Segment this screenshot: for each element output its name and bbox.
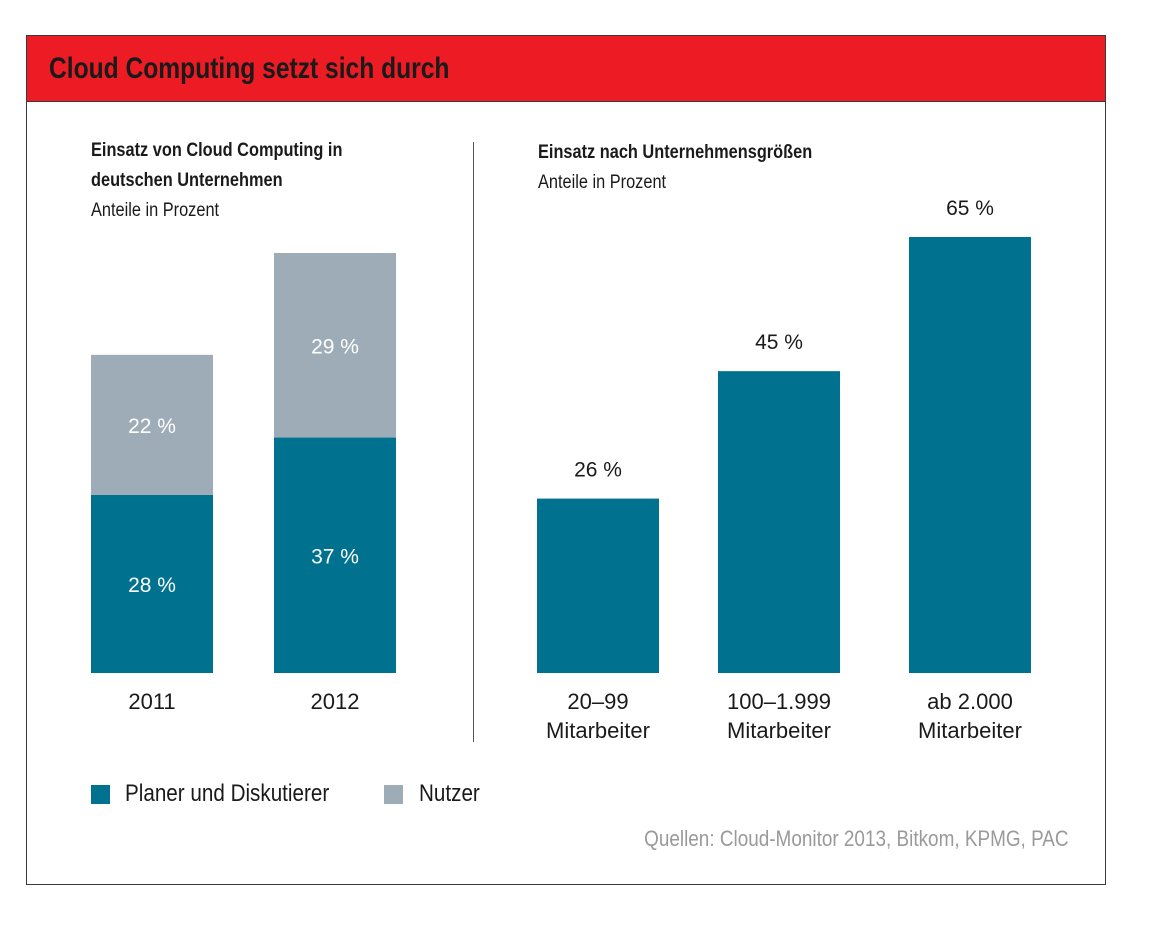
- bar-2012-series-0: [274, 437, 396, 673]
- infographic-frame: Cloud Computing setzt sich durch Einsatz…: [26, 35, 1106, 885]
- left-chart-title-line1: Einsatz von Cloud Computing in: [91, 140, 343, 161]
- x-tick-label-size-0-line-1: Mitarbeiter: [546, 718, 650, 743]
- legend-swatch-planer: [91, 785, 110, 804]
- x-tick-label-2012: 2012: [311, 689, 360, 714]
- legend-label-planer: Planer und Diskutierer: [125, 780, 330, 807]
- x-tick-label-size-0-line-0: 20–99: [567, 689, 628, 714]
- left-chart-title-line2: deutschen Unternehmen: [91, 170, 283, 191]
- x-tick-label-size-2-line-0: ab 2.000: [927, 689, 1013, 714]
- bar-2011-series-1: [91, 354, 213, 495]
- bar-size-0: [537, 498, 659, 673]
- data-label-size-0: 26 %: [574, 459, 622, 482]
- left-stacked-bar-chart: 28 % 22 % 2011 37 % 29 % 2012: [91, 253, 396, 714]
- bar-size-1: [718, 371, 840, 673]
- right-chart-subtitle: Anteile in Prozent: [538, 172, 667, 193]
- legend-swatch-nutzer: [384, 785, 403, 804]
- header-bar: Cloud Computing setzt sich durch: [27, 36, 1105, 102]
- data-label-size-1: 45 %: [755, 331, 803, 354]
- x-tick-label-size-1-line-1: Mitarbeiter: [727, 718, 831, 743]
- right-chart-title: Einsatz nach Unternehmensgrößen: [538, 142, 813, 163]
- page-title: Cloud Computing setzt sich durch: [49, 52, 450, 85]
- data-label-2012-series-0: 37 %: [311, 545, 359, 568]
- left-chart-subtitle: Anteile in Prozent: [91, 200, 220, 221]
- source-note: Quellen: Cloud-Monitor 2013, Bitkom, KPM…: [644, 826, 1069, 851]
- bar-size-2: [909, 237, 1031, 673]
- x-tick-label-2011: 2011: [128, 689, 175, 714]
- right-bar-chart: 26 % 20–99 Mitarbeiter 45 % 100–1.999 Mitarbe…: [537, 197, 1031, 743]
- bar-2011-series-0: [91, 494, 213, 673]
- data-label-2011-series-0: 28 %: [128, 574, 176, 597]
- chart-divider: [473, 142, 474, 742]
- data-label-2012-series-1: 29 %: [311, 335, 359, 358]
- data-label-2011-series-1: 22 %: [128, 415, 176, 438]
- x-tick-label-size-1-line-0: 100–1.999: [727, 689, 831, 714]
- bar-2012-series-1: [274, 253, 396, 438]
- legend-label-nutzer: Nutzer: [419, 780, 480, 807]
- data-label-size-2: 65 %: [946, 197, 994, 220]
- x-tick-label-size-2-line-1: Mitarbeiter: [918, 718, 1022, 743]
